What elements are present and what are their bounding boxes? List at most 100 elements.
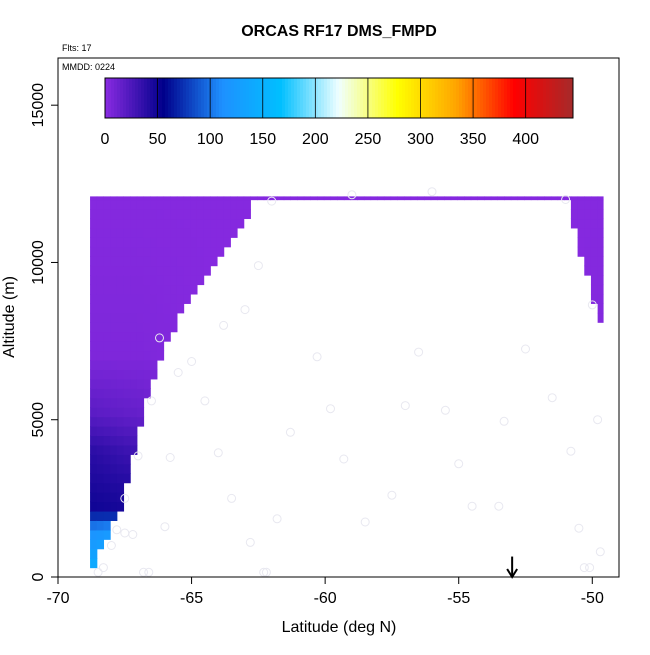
heatmap-cell: [116, 312, 125, 323]
heatmap-cell: [196, 275, 205, 286]
heatmap-cell: [183, 284, 191, 295]
heatmap-cell: [136, 284, 145, 295]
colorbar-segment: [318, 78, 322, 118]
colorbar-segment: [492, 78, 496, 118]
heatmap-cell: [96, 435, 105, 446]
heatmap-cell: [190, 208, 198, 220]
heatmap-cell: [96, 284, 105, 295]
heatmap-cell: [597, 199, 604, 210]
heatmap-cell: [110, 256, 118, 267]
heatmap-cell: [143, 196, 151, 201]
sample-point: [347, 190, 357, 200]
heatmap-cell: [183, 196, 191, 201]
colorbar-segment: [165, 78, 169, 118]
heatmap-cell: [183, 275, 191, 286]
heatmap-cell: [90, 378, 98, 389]
heatmap-cell: [116, 256, 125, 267]
colorbar-segment: [123, 78, 127, 118]
location-arrow: [506, 556, 518, 579]
heatmap-cell: [90, 397, 98, 408]
heatmap-cell: [103, 378, 111, 389]
heatmap-cell: [196, 227, 205, 238]
heatmap-cell: [103, 208, 111, 220]
colorbar-segment: [393, 78, 397, 118]
heatmap-cell: [130, 256, 138, 267]
sample-point: [326, 404, 335, 414]
heatmap-cell: [550, 196, 559, 201]
heatmap-cell: [123, 303, 131, 314]
sample-point: [272, 514, 282, 524]
heatmap-cell: [110, 435, 118, 446]
heatmap-cell: [96, 312, 105, 323]
heatmap-cell: [210, 237, 218, 248]
sample-point: [414, 347, 424, 357]
heatmap-cell: [216, 237, 225, 248]
heatmap-cell: [130, 388, 138, 399]
heatmap-cell: [557, 196, 565, 201]
heatmap-cell: [110, 350, 118, 361]
heatmap-cell: [143, 227, 151, 238]
heatmap-cell: [504, 196, 512, 201]
heatmap-cell: [570, 199, 579, 210]
heatmap-cell: [136, 293, 145, 304]
heatmap-cell: [110, 303, 118, 314]
heatmap-cell: [150, 196, 158, 201]
heatmap-cell: [103, 341, 111, 352]
heatmap-cell: [103, 397, 111, 408]
heatmap-cell: [90, 265, 98, 276]
heatmap-cell: [116, 435, 125, 446]
heatmap-cell: [96, 482, 105, 493]
heatmap-cell: [150, 350, 158, 361]
heatmap-cell: [90, 350, 98, 361]
heatmap-cell: [116, 501, 125, 512]
heatmap-cell: [110, 416, 118, 427]
heatmap-cell: [584, 265, 592, 276]
sample-point: [245, 537, 255, 547]
heatmap-cell: [123, 227, 131, 238]
heatmap-cell: [590, 293, 599, 304]
sample-point: [144, 567, 154, 577]
heatmap-cell: [143, 284, 151, 295]
heatmap-cell: [450, 196, 458, 201]
heatmap-cell: [90, 407, 98, 418]
colorbar-segment: [363, 78, 367, 118]
heatmap-cell: [597, 256, 604, 267]
heatmap-cell: [190, 199, 198, 210]
heatmap-cell: [203, 246, 211, 257]
colorbar-segment: [150, 78, 154, 118]
colorbar-segment: [108, 78, 112, 118]
colorbar-segment: [387, 78, 391, 118]
heatmap-cell: [136, 322, 145, 333]
heatmap-cell: [116, 359, 125, 370]
colorbar-segment: [432, 78, 436, 118]
heatmap-cell: [156, 284, 165, 295]
x-axis-tick-label: -65: [180, 590, 203, 607]
heatmap-cell: [156, 312, 165, 323]
heatmap-cell: [156, 218, 165, 229]
heatmap-cell: [103, 369, 111, 380]
colorbar-segment: [426, 78, 430, 118]
heatmap-cell: [143, 208, 151, 220]
heatmap-cell: [130, 237, 138, 248]
colorbar-segment: [498, 78, 502, 118]
heatmap-cell: [577, 227, 585, 238]
heatmap-cell: [96, 265, 105, 276]
colorbar-segment: [570, 78, 574, 118]
heatmap-cell: [130, 196, 138, 201]
colorbar-segment: [207, 78, 211, 118]
heatmap-cell: [584, 218, 592, 229]
heatmap-cell: [190, 237, 198, 248]
heatmap-cell: [96, 256, 105, 267]
heatmap-cell: [96, 237, 105, 248]
heatmap-cell: [123, 284, 131, 295]
heatmap-cell: [130, 284, 138, 295]
heatmap-cell: [110, 454, 118, 465]
heatmap-cell: [183, 293, 191, 304]
colorbar-segment: [237, 78, 241, 118]
heatmap-cell: [156, 237, 165, 248]
heatmap-cell: [176, 208, 185, 220]
heatmap-cell: [223, 218, 231, 229]
heatmap-cell: [103, 520, 111, 531]
heatmap-cell: [96, 520, 105, 531]
colorbar-segment: [522, 78, 526, 118]
